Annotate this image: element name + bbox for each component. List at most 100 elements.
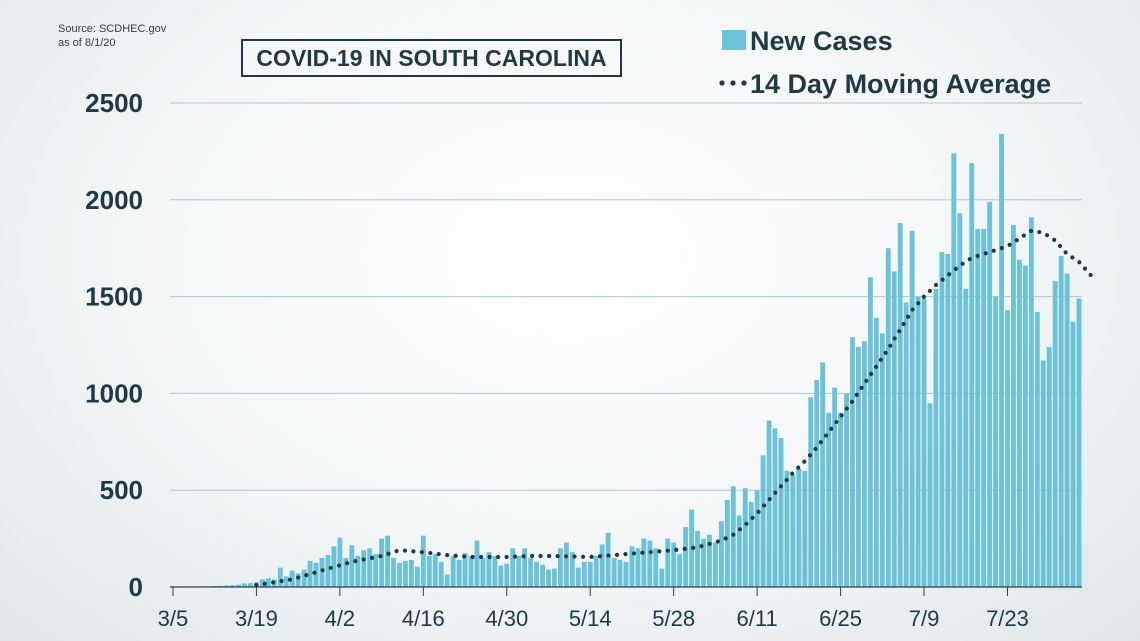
bar: [486, 552, 492, 587]
bar: [909, 230, 915, 587]
bar: [408, 559, 414, 587]
y-tick-label: 1500: [85, 282, 143, 312]
bar: [885, 248, 891, 587]
bar: [820, 362, 826, 587]
bar: [891, 271, 897, 587]
y-tick-label: 1000: [85, 378, 143, 408]
bar: [659, 568, 665, 587]
source-label: Source: SCDHEC.gov: [58, 23, 167, 35]
bar: [754, 490, 760, 587]
bar: [951, 153, 957, 587]
bar: [563, 542, 569, 587]
bar: [933, 288, 939, 587]
bar: [987, 201, 993, 587]
gridlines: [170, 102, 1082, 588]
bar: [420, 535, 426, 587]
bar: [289, 570, 295, 587]
bar: [367, 548, 373, 587]
bar: [975, 228, 981, 587]
y-axis: 0 500 1000 1500 2000 2500: [85, 88, 143, 602]
bar: [945, 254, 951, 587]
bar: [1058, 255, 1064, 587]
y-tick-label: 500: [100, 475, 143, 505]
bar: [391, 557, 396, 587]
moving-average-path: [254, 228, 1093, 588]
bar: [903, 302, 909, 587]
bar: [397, 562, 402, 587]
bar: [236, 584, 241, 587]
bar: [444, 574, 450, 587]
bar: [438, 561, 444, 587]
source-date: as of 8/1/20: [58, 37, 116, 49]
bar: [718, 521, 724, 587]
x-tick-label: 7/23: [986, 606, 1029, 631]
bar: [993, 296, 999, 587]
bar: [814, 379, 820, 587]
bar: [969, 163, 975, 588]
bar: [695, 530, 700, 587]
bar: [1052, 281, 1058, 587]
bar: [313, 562, 319, 587]
bar: [504, 563, 510, 587]
x-axis: 3/5 3/19 4/2 4/16 4/30 5/14 5/28 6/11 6/25 7/9 7/2…: [158, 586, 1082, 631]
bar: [927, 403, 933, 587]
bar: [832, 387, 838, 587]
title-box: [241, 39, 622, 77]
y-tick-label: 0: [129, 572, 143, 602]
bar: [1034, 312, 1040, 587]
legend-swatch-moving-average: [719, 80, 747, 86]
bar: [349, 545, 355, 587]
bar: [426, 556, 432, 587]
bar: [939, 252, 945, 587]
bar: [796, 468, 802, 587]
bar: [361, 550, 367, 587]
bar: [587, 561, 593, 587]
bar: [468, 556, 474, 587]
bar: [683, 526, 689, 587]
bar: [778, 437, 784, 587]
bar: [724, 499, 730, 587]
bar: [784, 470, 790, 587]
bar: [617, 559, 623, 587]
bar: [826, 412, 832, 587]
bar: [1028, 217, 1034, 587]
bar: [629, 546, 635, 587]
bar: [641, 538, 647, 587]
bar: [343, 557, 349, 587]
legend-dot: [719, 80, 725, 86]
bar: [736, 515, 742, 587]
bar: [331, 546, 337, 587]
bar: [301, 569, 307, 587]
legend-label-moving-average: 14 Day Moving Average: [750, 69, 1051, 99]
legend-label-new-cases: New Cases: [750, 26, 893, 56]
bar: [611, 557, 617, 587]
bar: [623, 561, 629, 587]
bar: [1022, 265, 1028, 587]
bar: [879, 333, 885, 587]
x-tick-label: 3/19: [235, 606, 278, 631]
chart-title: COVID-19 IN SOUTH CAROLINA: [256, 45, 606, 71]
x-tick-label: 3/5: [158, 606, 189, 631]
bar: [552, 568, 557, 587]
legend: New Cases 14 Day Moving Average: [719, 26, 1051, 99]
bar: [850, 337, 855, 587]
bar: [385, 535, 391, 587]
bar: [379, 538, 385, 587]
bar: [373, 554, 379, 587]
bar: [224, 585, 230, 587]
bar: [790, 474, 796, 587]
bar: [403, 560, 408, 587]
bar: [569, 552, 575, 587]
bar: [242, 583, 247, 587]
bar: [432, 554, 438, 587]
bar: [1011, 224, 1016, 587]
bar: [677, 554, 683, 587]
bar: [647, 540, 653, 587]
bar: [522, 548, 528, 587]
bar: [802, 470, 808, 587]
bar: [283, 576, 289, 587]
bar: [665, 538, 671, 587]
bar: [742, 488, 748, 587]
bar: [546, 569, 551, 587]
bar: [295, 573, 301, 587]
